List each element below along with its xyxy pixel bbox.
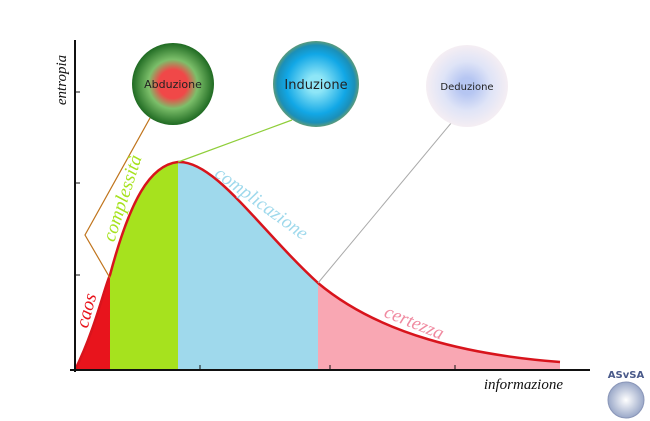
curve [73, 160, 561, 371]
circle-label: Deduzione [440, 82, 493, 93]
regions [75, 161, 560, 370]
connector [84, 117, 151, 279]
circle [273, 41, 359, 127]
circle [426, 45, 508, 127]
logo-text: ASvSA [608, 370, 645, 381]
x-axis-label: informazione [484, 377, 564, 393]
y-axis-label: entropia [54, 55, 70, 105]
circle [132, 43, 214, 125]
connectors [84, 117, 453, 284]
connector [317, 121, 453, 284]
connector [177, 119, 293, 163]
axes [70, 40, 590, 372]
circle-label: Abduzione [144, 78, 202, 91]
circle-label: Induzione [284, 78, 347, 93]
logo-icon [607, 381, 645, 419]
